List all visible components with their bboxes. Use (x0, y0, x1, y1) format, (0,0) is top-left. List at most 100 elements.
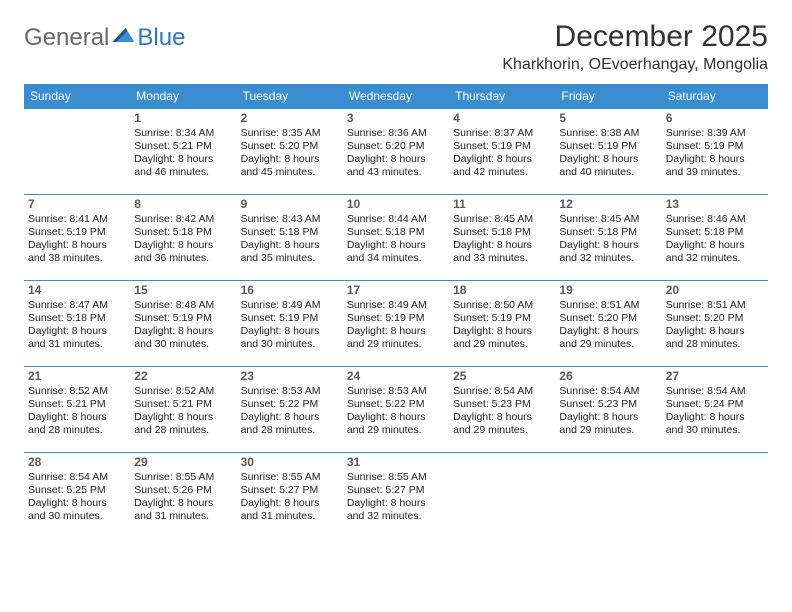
sunrise-line: Sunrise: 8:52 AM (28, 385, 126, 398)
sunrise-line: Sunrise: 8:52 AM (134, 385, 232, 398)
sunset-line: Sunset: 5:21 PM (134, 398, 232, 411)
sunrise-line: Sunrise: 8:36 AM (347, 127, 445, 140)
sunrise-line: Sunrise: 8:42 AM (134, 213, 232, 226)
daylight-line: Daylight: 8 hours and 45 minutes. (241, 153, 339, 179)
brand-part1: General (24, 24, 109, 52)
daylight-line: Daylight: 8 hours and 29 minutes. (453, 325, 551, 351)
weekday-header: Monday (130, 84, 236, 109)
sunset-line: Sunset: 5:18 PM (559, 226, 657, 239)
calendar-day-cell: 29Sunrise: 8:55 AMSunset: 5:26 PMDayligh… (130, 453, 236, 539)
daylight-line: Daylight: 8 hours and 28 minutes. (134, 411, 232, 437)
month-title: December 2025 (502, 20, 768, 54)
day-number: 11 (453, 197, 551, 212)
calendar-day-cell: 19Sunrise: 8:51 AMSunset: 5:20 PMDayligh… (555, 281, 661, 367)
day-number: 27 (666, 369, 764, 384)
calendar-day-cell: 11Sunrise: 8:45 AMSunset: 5:18 PMDayligh… (449, 195, 555, 281)
sunrise-line: Sunrise: 8:49 AM (347, 299, 445, 312)
day-number: 18 (453, 283, 551, 298)
calendar-day-cell: 28Sunrise: 8:54 AMSunset: 5:25 PMDayligh… (24, 453, 130, 539)
calendar-day-cell: 23Sunrise: 8:53 AMSunset: 5:22 PMDayligh… (237, 367, 343, 453)
daylight-line: Daylight: 8 hours and 32 minutes. (666, 239, 764, 265)
sunset-line: Sunset: 5:18 PM (28, 312, 126, 325)
daylight-line: Daylight: 8 hours and 39 minutes. (666, 153, 764, 179)
calendar-day-cell: 26Sunrise: 8:54 AMSunset: 5:23 PMDayligh… (555, 367, 661, 453)
daylight-line: Daylight: 8 hours and 31 minutes. (134, 497, 232, 523)
calendar-day-cell: 15Sunrise: 8:48 AMSunset: 5:19 PMDayligh… (130, 281, 236, 367)
sunrise-line: Sunrise: 8:54 AM (666, 385, 764, 398)
sunset-line: Sunset: 5:22 PM (347, 398, 445, 411)
sunset-line: Sunset: 5:21 PM (134, 140, 232, 153)
weekday-header: Sunday (24, 84, 130, 109)
daylight-line: Daylight: 8 hours and 29 minutes. (559, 411, 657, 437)
sunrise-line: Sunrise: 8:55 AM (347, 471, 445, 484)
sunset-line: Sunset: 5:18 PM (666, 226, 764, 239)
daylight-line: Daylight: 8 hours and 40 minutes. (559, 153, 657, 179)
day-number: 6 (666, 111, 764, 126)
sunset-line: Sunset: 5:23 PM (559, 398, 657, 411)
calendar-day-cell: 6Sunrise: 8:39 AMSunset: 5:19 PMDaylight… (662, 109, 768, 195)
calendar-header-row: SundayMondayTuesdayWednesdayThursdayFrid… (24, 84, 768, 109)
sunset-line: Sunset: 5:19 PM (453, 140, 551, 153)
day-number: 22 (134, 369, 232, 384)
calendar-day-cell: 24Sunrise: 8:53 AMSunset: 5:22 PMDayligh… (343, 367, 449, 453)
calendar-day-cell: 2Sunrise: 8:35 AMSunset: 5:20 PMDaylight… (237, 109, 343, 195)
day-number: 14 (28, 283, 126, 298)
calendar-day-cell (449, 453, 555, 539)
sunset-line: Sunset: 5:21 PM (28, 398, 126, 411)
calendar-day-cell: 31Sunrise: 8:55 AMSunset: 5:27 PMDayligh… (343, 453, 449, 539)
daylight-line: Daylight: 8 hours and 35 minutes. (241, 239, 339, 265)
daylight-line: Daylight: 8 hours and 34 minutes. (347, 239, 445, 265)
sunrise-line: Sunrise: 8:54 AM (28, 471, 126, 484)
daylight-line: Daylight: 8 hours and 28 minutes. (28, 411, 126, 437)
calendar-day-cell: 21Sunrise: 8:52 AMSunset: 5:21 PMDayligh… (24, 367, 130, 453)
day-number: 3 (347, 111, 445, 126)
day-number: 15 (134, 283, 232, 298)
sunset-line: Sunset: 5:18 PM (241, 226, 339, 239)
calendar-day-cell: 13Sunrise: 8:46 AMSunset: 5:18 PMDayligh… (662, 195, 768, 281)
day-number: 10 (347, 197, 445, 212)
day-number: 17 (347, 283, 445, 298)
weekday-header: Tuesday (237, 84, 343, 109)
sunrise-line: Sunrise: 8:55 AM (241, 471, 339, 484)
calendar-day-cell: 10Sunrise: 8:44 AMSunset: 5:18 PMDayligh… (343, 195, 449, 281)
sunrise-line: Sunrise: 8:41 AM (28, 213, 126, 226)
day-number: 30 (241, 455, 339, 470)
calendar-week-row: 14Sunrise: 8:47 AMSunset: 5:18 PMDayligh… (24, 281, 768, 367)
day-number: 1 (134, 111, 232, 126)
title-block: December 2025 Kharkhorin, OEvoerhangay, … (502, 20, 768, 74)
daylight-line: Daylight: 8 hours and 28 minutes. (666, 325, 764, 351)
calendar-day-cell: 5Sunrise: 8:38 AMSunset: 5:19 PMDaylight… (555, 109, 661, 195)
calendar-day-cell: 9Sunrise: 8:43 AMSunset: 5:18 PMDaylight… (237, 195, 343, 281)
sunrise-line: Sunrise: 8:34 AM (134, 127, 232, 140)
sunrise-line: Sunrise: 8:48 AM (134, 299, 232, 312)
sunrise-line: Sunrise: 8:50 AM (453, 299, 551, 312)
day-number: 24 (347, 369, 445, 384)
location-line: Kharkhorin, OEvoerhangay, Mongolia (502, 56, 768, 74)
sunrise-line: Sunrise: 8:43 AM (241, 213, 339, 226)
sunrise-line: Sunrise: 8:37 AM (453, 127, 551, 140)
calendar-day-cell (24, 109, 130, 195)
sunset-line: Sunset: 5:26 PM (134, 484, 232, 497)
day-number: 25 (453, 369, 551, 384)
daylight-line: Daylight: 8 hours and 29 minutes. (347, 325, 445, 351)
day-number: 12 (559, 197, 657, 212)
day-number: 21 (28, 369, 126, 384)
sunrise-line: Sunrise: 8:54 AM (559, 385, 657, 398)
calendar-week-row: 7Sunrise: 8:41 AMSunset: 5:19 PMDaylight… (24, 195, 768, 281)
sunset-line: Sunset: 5:25 PM (28, 484, 126, 497)
sunrise-line: Sunrise: 8:38 AM (559, 127, 657, 140)
day-number: 4 (453, 111, 551, 126)
day-number: 28 (28, 455, 126, 470)
sunrise-line: Sunrise: 8:49 AM (241, 299, 339, 312)
day-number: 19 (559, 283, 657, 298)
daylight-line: Daylight: 8 hours and 38 minutes. (28, 239, 126, 265)
calendar-day-cell: 17Sunrise: 8:49 AMSunset: 5:19 PMDayligh… (343, 281, 449, 367)
calendar-day-cell: 4Sunrise: 8:37 AMSunset: 5:19 PMDaylight… (449, 109, 555, 195)
sunrise-line: Sunrise: 8:51 AM (559, 299, 657, 312)
sunset-line: Sunset: 5:19 PM (241, 312, 339, 325)
sunset-line: Sunset: 5:19 PM (453, 312, 551, 325)
sunset-line: Sunset: 5:24 PM (666, 398, 764, 411)
sunset-line: Sunset: 5:23 PM (453, 398, 551, 411)
daylight-line: Daylight: 8 hours and 30 minutes. (666, 411, 764, 437)
daylight-line: Daylight: 8 hours and 31 minutes. (241, 497, 339, 523)
